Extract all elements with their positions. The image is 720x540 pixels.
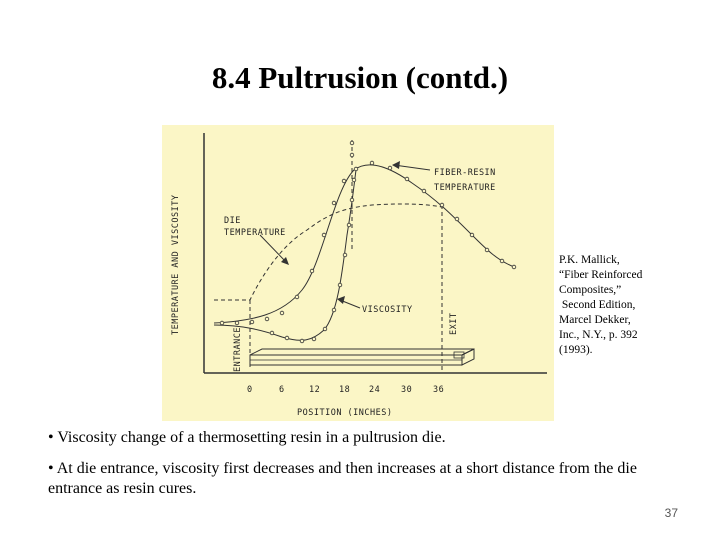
x-tick-30: 30 bbox=[401, 385, 412, 395]
bullet-list: • Viscosity change of a thermosetting re… bbox=[48, 428, 688, 510]
die-temperature-arrow bbox=[259, 234, 288, 264]
die-temp-label-1: DIE bbox=[224, 216, 241, 226]
citation-line: Second Edition, bbox=[559, 299, 636, 311]
y-axis-label: TEMPERATURE AND VISCOSITY bbox=[171, 195, 181, 335]
x-tick-24: 24 bbox=[369, 385, 380, 395]
citation-line: Marcel Dekker, bbox=[559, 314, 631, 326]
die-temp-label-2: TEMPERATURE bbox=[224, 228, 286, 238]
x-tick-0: 0 bbox=[247, 385, 253, 395]
bullet-item: • At die entrance, viscosity first decre… bbox=[48, 460, 637, 497]
fiber-resin-label-1: FIBER-RESIN bbox=[434, 168, 496, 178]
citation-line: “Fiber Reinforced bbox=[559, 269, 643, 281]
exit-label: EXIT bbox=[449, 313, 459, 335]
x-tick-labels: 0 6 12 18 24 30 36 bbox=[247, 385, 444, 395]
pultrusion-figure: FIBER-RESIN TEMPERATURE DIE TEMPERATURE … bbox=[162, 125, 554, 421]
viscosity-label: VISCOSITY bbox=[362, 305, 413, 315]
x-tick-18: 18 bbox=[339, 385, 350, 395]
bullet-item: • Viscosity change of a thermosetting re… bbox=[48, 429, 446, 446]
x-tick-12: 12 bbox=[309, 385, 320, 395]
die-temperature-curve bbox=[214, 203, 443, 301]
citation-line: (1993). bbox=[559, 344, 593, 356]
figure-drawing: FIBER-RESIN TEMPERATURE DIE TEMPERATURE … bbox=[171, 133, 547, 418]
fiber-resin-arrow bbox=[393, 164, 431, 171]
slide-title: 8.4 Pultrusion (contd.) bbox=[211, 60, 509, 95]
die-illustration bbox=[249, 348, 475, 366]
x-tick-6: 6 bbox=[279, 385, 285, 395]
entrance-label: ENTRANCE bbox=[233, 327, 243, 372]
x-axis-label: POSITION (INCHES) bbox=[297, 408, 393, 418]
fiber-resin-label-2: TEMPERATURE bbox=[434, 183, 496, 193]
citation-line: P.K. Mallick, bbox=[559, 254, 620, 266]
viscosity-curve bbox=[213, 169, 357, 341]
x-tick-36: 36 bbox=[433, 385, 444, 395]
figure-citation: P.K. Mallick, “Fiber Reinforced Composit… bbox=[559, 253, 669, 358]
citation-line: Inc., N.Y., p. 392 bbox=[559, 329, 638, 341]
data-point-markers bbox=[219, 140, 517, 344]
citation-line: Composites,” bbox=[559, 284, 622, 296]
page-number: 37 bbox=[664, 506, 678, 520]
